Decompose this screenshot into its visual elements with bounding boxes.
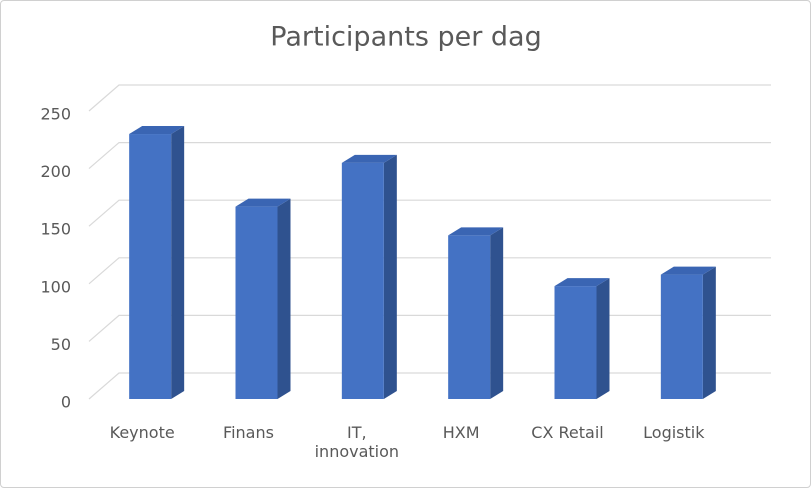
- bar-top: [129, 126, 185, 135]
- bar-side: [277, 198, 291, 399]
- bar-side: [490, 227, 504, 399]
- y-tick-label: 200: [40, 162, 71, 181]
- y-tick-label: 100: [40, 277, 71, 296]
- y-tick-label: 50: [51, 335, 71, 354]
- grid-line: [88, 199, 771, 227]
- x-tick-label: HXM: [442, 423, 480, 442]
- bar-front: [129, 134, 172, 400]
- chart-title: Participants per dag: [270, 22, 541, 53]
- bar-side: [596, 278, 610, 399]
- grid-line: [88, 314, 771, 342]
- y-tick-label: 0: [61, 393, 71, 412]
- bar-side: [171, 126, 185, 399]
- bar: [341, 154, 397, 399]
- bar-top: [235, 198, 291, 207]
- bar: [129, 126, 185, 400]
- bar: [554, 278, 610, 399]
- x-tick-label: CX Retail: [531, 423, 604, 442]
- bar: [235, 198, 291, 399]
- x-tick-label: Keynote: [109, 423, 175, 442]
- grid-line: [88, 84, 771, 112]
- y-tick-label: 250: [40, 105, 71, 124]
- x-tick-label: Logistik: [643, 423, 705, 442]
- grid-line: [88, 142, 771, 170]
- bar-front: [448, 235, 491, 399]
- bar-front: [235, 206, 278, 399]
- bar-front: [660, 274, 703, 399]
- bar-side: [702, 266, 716, 399]
- bar-side: [383, 154, 397, 399]
- bar-front: [341, 162, 384, 399]
- x-tick-label: IT, innovation: [314, 423, 400, 461]
- bar: [660, 266, 716, 399]
- bar-top: [448, 227, 504, 236]
- bar-front: [554, 286, 597, 399]
- x-tick-label: Finans: [223, 423, 274, 442]
- grid-line: [88, 257, 771, 285]
- bar: [448, 227, 504, 399]
- grid-line: [88, 372, 771, 400]
- bar-top: [341, 154, 397, 163]
- y-tick-label: 150: [40, 220, 71, 239]
- bar-top: [554, 278, 610, 287]
- bar-top: [660, 266, 716, 275]
